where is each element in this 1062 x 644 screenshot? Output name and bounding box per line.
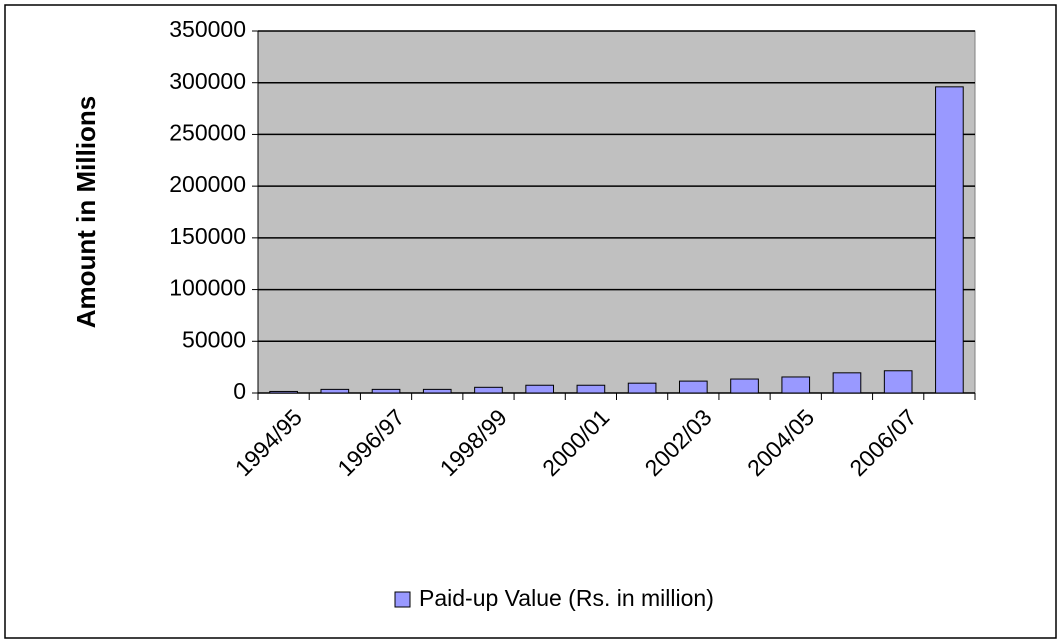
bar (935, 86, 964, 394)
bar (525, 384, 555, 394)
y-tick-label: 350000 (169, 16, 246, 42)
bar (320, 388, 350, 394)
bar (832, 372, 862, 394)
bar (781, 376, 811, 394)
y-tick-label: 50000 (182, 326, 246, 352)
plot-area (257, 30, 976, 394)
y-tick-label: 150000 (169, 223, 246, 249)
bar (678, 380, 708, 394)
bar (627, 382, 657, 394)
bar (422, 388, 452, 394)
y-axis-title: Amount in Millions (71, 96, 101, 329)
bar (576, 384, 606, 394)
bar (269, 390, 298, 394)
y-tick-label: 200000 (169, 171, 246, 197)
bar (371, 388, 401, 394)
bar (474, 386, 503, 394)
legend-swatch (394, 591, 411, 608)
legend-label: Paid-up Value (Rs. in million) (419, 585, 714, 611)
y-tick-label: 250000 (169, 120, 246, 146)
bar (730, 378, 759, 394)
y-tick-label: 0 (233, 378, 246, 404)
y-tick-label: 100000 (169, 275, 246, 301)
bar (883, 370, 913, 394)
y-tick-label: 300000 (169, 68, 246, 94)
